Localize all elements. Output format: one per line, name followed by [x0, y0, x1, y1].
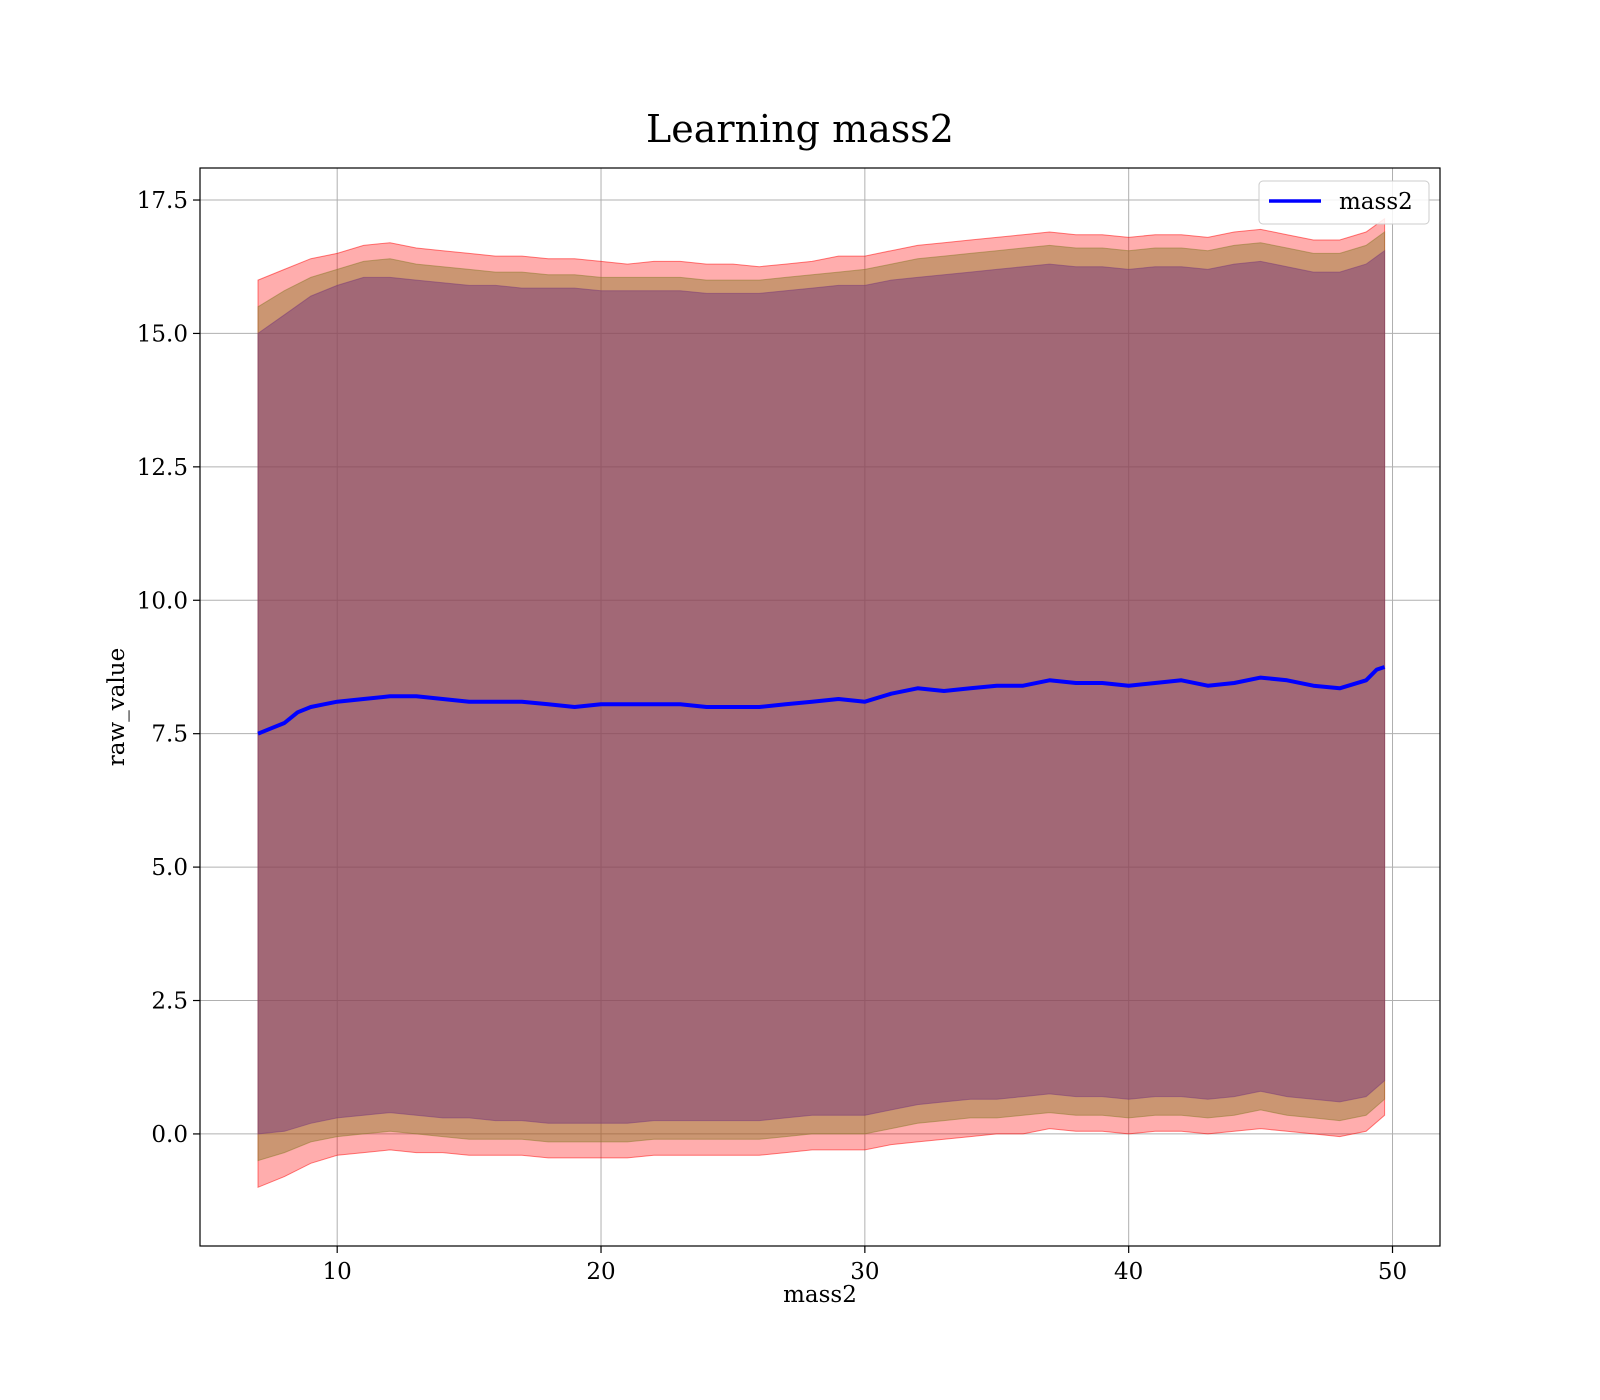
- y-tick-label-5: 12.5: [137, 455, 188, 481]
- x-tick-label-4: 50: [1378, 1259, 1407, 1285]
- legend-box: [1258, 180, 1430, 225]
- x-tick-label-3: 40: [1114, 1259, 1143, 1285]
- axes-frame: [199, 167, 1441, 1247]
- x-tick-label-2: 30: [850, 1259, 879, 1285]
- y-tick-label-2: 5.0: [151, 855, 188, 881]
- y-axis-label: raw_value: [104, 648, 130, 766]
- legend: mass2: [1258, 180, 1430, 225]
- y-tick-label-7: 17.5: [137, 188, 188, 214]
- series-line-mass2: [257, 665, 1386, 736]
- y-tick-label-6: 15.0: [137, 321, 188, 347]
- x-tick-label-0: 10: [323, 1259, 352, 1285]
- x-tick-label-1: 20: [586, 1259, 615, 1285]
- y-axis-ticks: 0.0 2.5 5.0 7.5 10.0 12.5 15.0 17.5: [137, 188, 200, 1148]
- x-axis-label: mass2: [783, 1282, 857, 1308]
- line-layer: [257, 665, 1386, 736]
- band-layer: [257, 217, 1386, 1189]
- y-tick-label-4: 10.0: [137, 588, 188, 614]
- x-axis-ticks: 10 20 30 40 50: [323, 1246, 1407, 1285]
- y-tick-label-3: 7.5: [151, 722, 188, 748]
- y-tick-label-0: 0.0: [151, 1122, 188, 1148]
- y-tick-label-1: 2.5: [151, 989, 188, 1015]
- confidence-band-2: [257, 249, 1386, 1135]
- chart-title: Learning mass2: [646, 107, 954, 151]
- legend-label-mass2: mass2: [1339, 189, 1413, 215]
